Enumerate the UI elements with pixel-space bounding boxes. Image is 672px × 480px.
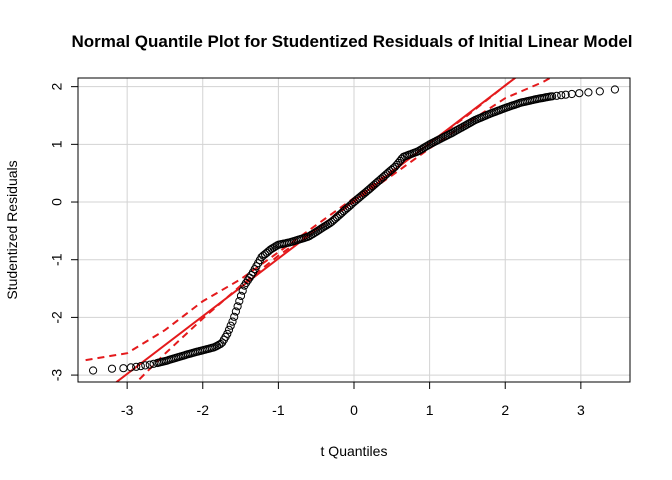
data-point <box>557 91 566 100</box>
envelope-lower <box>135 78 553 382</box>
data-point <box>236 291 246 300</box>
data-point <box>107 364 117 373</box>
y-tick-label: -1 <box>49 253 65 266</box>
grid-lines <box>78 78 630 382</box>
data-point <box>584 88 593 97</box>
data-point <box>233 302 242 311</box>
x-axis: -3 -2 -1 0 1 2 3 <box>121 382 585 418</box>
y-axis: -3 -2 -1 0 1 2 <box>49 83 78 382</box>
data-point <box>126 363 135 372</box>
data-point <box>141 361 150 370</box>
chart-title: Normal Quantile Plot for Studentized Res… <box>71 32 632 51</box>
envelope-upper <box>85 78 517 362</box>
data-point <box>136 362 145 371</box>
data-point <box>546 92 555 101</box>
y-tick-label: -2 <box>49 311 65 324</box>
x-axis-label: t Quantiles <box>321 443 388 459</box>
data-point <box>89 366 98 375</box>
y-tick-label: 2 <box>49 83 65 91</box>
data-point <box>238 286 247 295</box>
x-tick-label: 1 <box>426 402 434 418</box>
data-point <box>224 325 234 334</box>
x-tick-label: 2 <box>501 402 509 418</box>
x-tick-label: -1 <box>272 402 285 418</box>
data-point <box>226 321 235 330</box>
data-point <box>119 364 128 373</box>
data-point <box>231 307 240 316</box>
data-point <box>552 91 561 100</box>
data-point <box>595 87 604 96</box>
x-tick-label: -3 <box>121 402 134 418</box>
data-point <box>575 89 584 98</box>
x-tick-label: 3 <box>577 402 585 418</box>
x-tick-label: 0 <box>350 402 358 418</box>
data-point <box>145 360 154 369</box>
y-tick-label: -3 <box>49 369 65 382</box>
data-point <box>610 85 620 94</box>
x-tick-label: -2 <box>197 402 210 418</box>
data-point <box>223 329 232 338</box>
y-tick-label: 1 <box>49 140 65 148</box>
data-point <box>132 362 141 371</box>
data-point <box>228 317 237 326</box>
data-point <box>561 90 570 99</box>
data-point <box>235 297 244 306</box>
y-tick-label: 0 <box>49 198 65 206</box>
data-points <box>89 85 620 375</box>
data-point <box>230 312 239 321</box>
y-axis-label: Studentized Residuals <box>4 160 20 299</box>
